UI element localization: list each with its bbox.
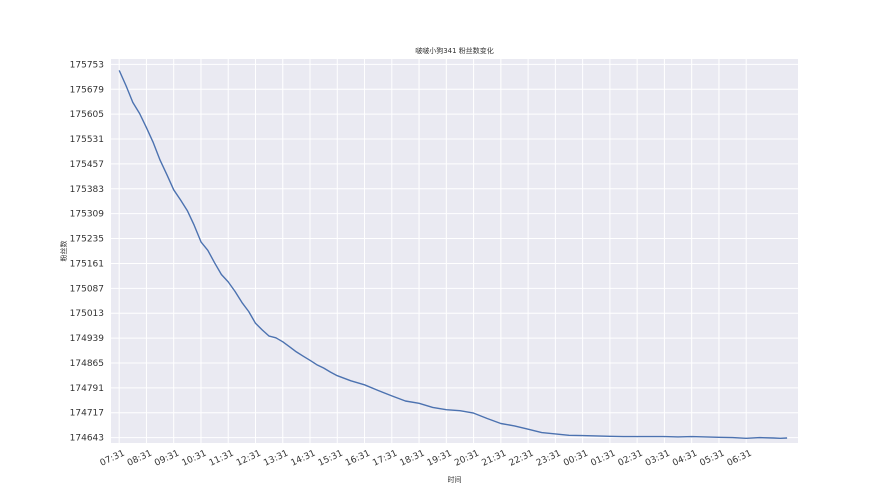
y-tick-label: 175457 <box>70 160 104 170</box>
x-tick-label: 16:31 <box>344 449 372 469</box>
plot-area <box>111 59 798 443</box>
y-axis: 174643 174717 174791 174865 174939 175013 1750… <box>70 60 105 443</box>
y-tick-label: 175753 <box>70 60 104 70</box>
y-tick-label: 175383 <box>70 185 104 195</box>
y-tick-label: 174865 <box>70 359 104 369</box>
x-tick-label: 08:31 <box>126 449 154 469</box>
x-tick-label: 00:31 <box>562 449 590 469</box>
x-tick-label: 10:31 <box>180 449 208 469</box>
series-line <box>118 70 788 439</box>
x-tick-label: 05:31 <box>698 449 726 469</box>
x-tick-label: 21:31 <box>480 449 508 469</box>
x-tick-label: 04:31 <box>671 449 699 469</box>
x-tick-label: 03:31 <box>644 449 672 469</box>
y-tick-label: 175013 <box>70 309 104 319</box>
x-tick-label: 17:31 <box>371 449 399 469</box>
y-tick-label: 174939 <box>70 334 105 344</box>
x-tick-label: 13:31 <box>262 449 290 469</box>
y-tick-label: 175309 <box>70 210 105 220</box>
x-axis-label: 时间 <box>448 475 462 484</box>
y-tick-label: 175605 <box>70 110 104 120</box>
y-tick-label: 174717 <box>70 409 104 419</box>
x-tick-label: 14:31 <box>290 449 318 469</box>
x-tick-label: 20:31 <box>453 449 481 469</box>
y-tick-label: 175161 <box>70 259 104 269</box>
x-tick-label: 01:31 <box>589 449 617 469</box>
x-tick-label: 06:31 <box>726 449 754 469</box>
x-tick-label: 19:31 <box>426 449 454 469</box>
y-tick-label: 175679 <box>70 85 105 95</box>
x-tick-label: 02:31 <box>617 449 645 469</box>
x-tick-label: 11:31 <box>208 449 236 469</box>
x-tick-label: 09:31 <box>153 449 181 469</box>
x-tick-label: 12:31 <box>235 449 263 469</box>
y-axis-label: 粉丝数 <box>59 241 68 262</box>
x-tick-label: 18:31 <box>399 449 427 469</box>
y-tick-label: 175087 <box>70 284 104 294</box>
y-tick-label: 174791 <box>70 384 104 394</box>
gridlines <box>111 59 798 443</box>
x-tick-label: 23:31 <box>535 449 563 469</box>
chart-title: 啵啵小狗341 粉丝数变化 <box>415 46 494 55</box>
y-tick-label: 174643 <box>70 434 104 444</box>
x-tick-label: 22:31 <box>508 449 536 469</box>
x-tick-label: 15:31 <box>317 449 345 469</box>
x-tick-label: 07:31 <box>99 449 127 469</box>
y-tick-label: 175531 <box>70 135 104 145</box>
x-axis: 07:31 08:31 09:31 10:31 11:31 12:31 13:31 14:31… <box>99 449 754 469</box>
y-tick-label: 175235 <box>70 235 104 245</box>
